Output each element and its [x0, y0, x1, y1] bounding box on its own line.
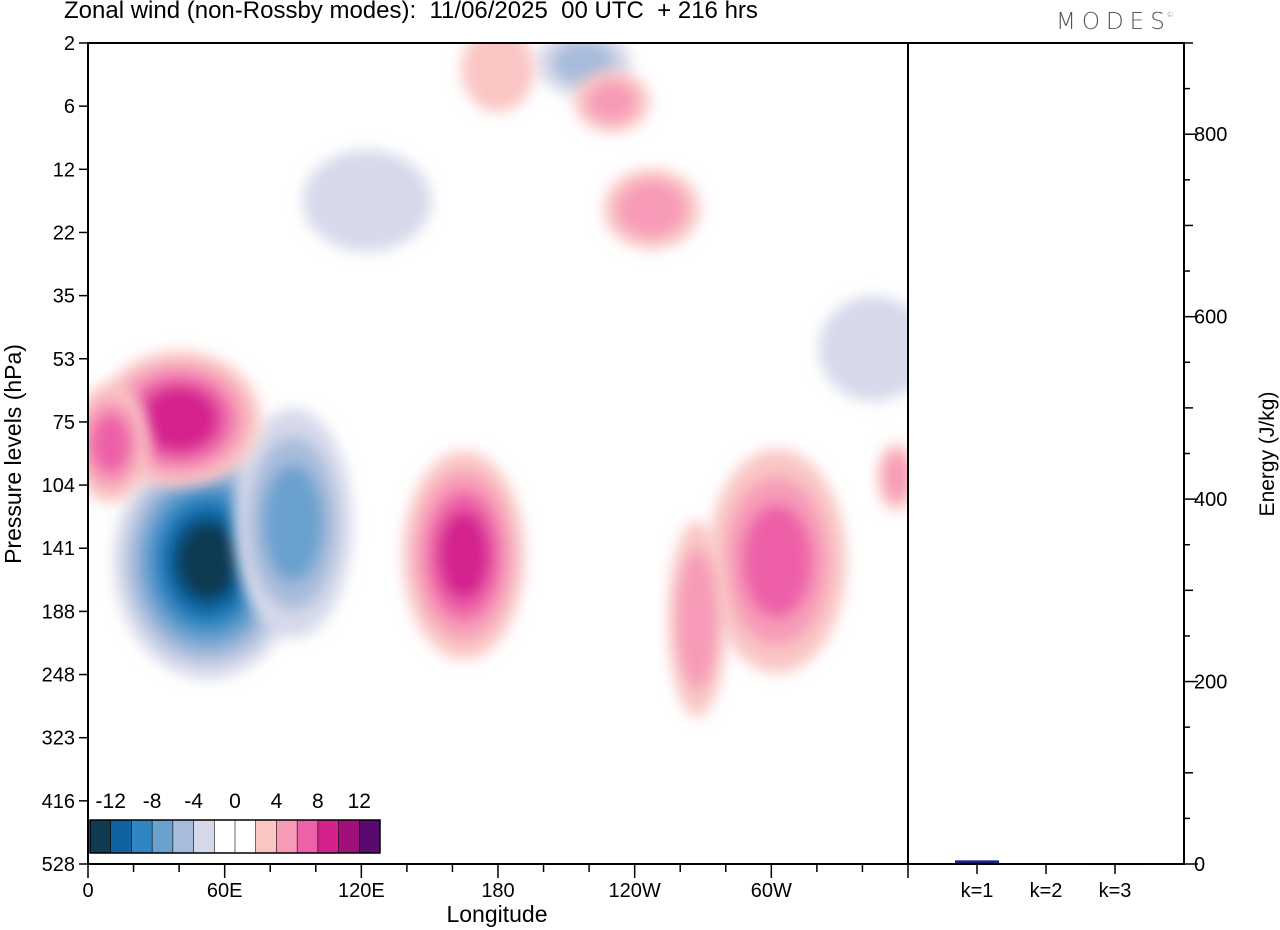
colorbar-swatch: [131, 820, 153, 853]
energy-bar: [955, 860, 999, 864]
energy-y-tick-label: 800: [1194, 124, 1227, 146]
x-tick-label: 0: [82, 880, 93, 902]
colorbar-legend: -12 -8 -4 0 4 8 12: [89, 790, 381, 854]
brand-text: MODES: [1056, 9, 1171, 35]
y-tick-label: 22: [53, 222, 75, 244]
energy-x-tick-label: k=3: [1099, 880, 1132, 902]
colorbar-swatch: [152, 820, 174, 853]
x-tick-label: 60W: [751, 880, 792, 902]
colorbar-tick-label: 8: [312, 790, 324, 813]
x-tick-label: 180: [481, 880, 514, 902]
wind-anomaly-feature: [233, 408, 353, 639]
colorbar-swatch: [276, 820, 298, 853]
y-tick-label: 2: [64, 33, 75, 55]
energy-bars: k=1 k=2 k=3: [955, 860, 1137, 902]
colorbar-tick-label: 4: [271, 790, 283, 813]
heatmap-plot: [88, 43, 908, 864]
colorbar-swatch: [338, 820, 360, 853]
wind-anomaly-feature: [668, 521, 727, 717]
energy-y-tick-label: 200: [1194, 672, 1227, 694]
y-axis: 2 6 12 22 35 53 75 104 141 188 248 323 416 528: [42, 33, 88, 876]
wind-anomaly-feature: [818, 296, 908, 402]
colorbar-swatch: [214, 820, 236, 853]
energy-bar-chart: k=1 k=2 k=3 0 200 400 600 800: [955, 42, 1227, 902]
energy-frame: [907, 42, 1185, 865]
colorbar-swatch: [235, 820, 257, 853]
colorbar-tick-label: -8: [143, 790, 162, 813]
y-tick-label: 528: [42, 854, 75, 876]
colorbar-tick-label: 0: [229, 790, 241, 813]
colorbar-swatch: [359, 820, 381, 853]
contour-band: [586, 80, 637, 123]
x-tick-label: 60E: [207, 880, 243, 902]
energy-y-axis: 0 200 400 600 800: [1184, 42, 1227, 876]
colorbar-swatch: [193, 820, 215, 853]
energy-x-tick-label: k=2: [1030, 880, 1063, 902]
energy-axis-label: Energy (J/kg): [1256, 392, 1279, 517]
contour-band: [818, 296, 908, 402]
y-tick-label: 104: [42, 475, 75, 497]
colorbar-swatch: [90, 820, 112, 853]
colorbar-tick-label: 12: [348, 790, 371, 813]
colorbar-swatch: [110, 820, 132, 853]
contour-band: [139, 386, 219, 453]
wind-anomaly-feature: [88, 384, 151, 503]
colorbar-swatch: [317, 820, 340, 853]
x-axis-label: Longitude: [446, 901, 547, 927]
y-tick-label: 416: [42, 791, 75, 813]
colorbar-tick-label: -12: [96, 790, 126, 813]
contour-band: [882, 452, 908, 502]
x-tick-label: 120W: [609, 880, 661, 902]
wind-anomaly-feature: [603, 168, 701, 250]
contour-band: [302, 150, 432, 252]
contour-band: [676, 549, 719, 690]
wind-anomaly-feature: [461, 43, 535, 112]
energy-y-tick-label: 600: [1194, 307, 1227, 329]
colorbar-swatch: [297, 820, 319, 853]
contour-band: [90, 413, 131, 474]
chart-title: Zonal wind (non-Rossby modes): 11/06/202…: [64, 0, 758, 24]
x-axis: 0 60E 120E 180 120W 60W: [82, 864, 909, 902]
y-tick-label: 6: [64, 96, 75, 118]
contour-band: [461, 43, 535, 112]
contour-band: [437, 510, 490, 600]
y-tick-label: 141: [42, 538, 75, 560]
wind-anomaly-feature: [403, 451, 525, 660]
contour-band: [176, 521, 240, 601]
colorbar-swatch: [172, 820, 195, 853]
y-tick-label: 53: [53, 349, 75, 371]
wind-anomaly-feature: [302, 150, 432, 252]
wind-anomaly-feature: [707, 449, 847, 673]
energy-y-tick-label: 400: [1194, 489, 1227, 511]
colorbar-tick-label: -4: [184, 790, 203, 813]
contour-band: [262, 464, 324, 582]
colorbar-swatch: [255, 820, 277, 853]
contour-band: [741, 503, 813, 619]
wind-anomaly-feature: [573, 70, 650, 133]
wind-anomaly-feature: [877, 443, 908, 511]
modes-logo: MODES©: [1056, 9, 1178, 35]
y-tick-label: 248: [42, 665, 75, 687]
y-axis-label: Pressure levels (hPa): [0, 344, 26, 564]
y-tick-label: 12: [53, 159, 75, 181]
energy-x-tick-label: k=1: [961, 880, 994, 902]
y-tick-label: 35: [53, 286, 75, 308]
contour-band: [616, 180, 687, 238]
energy-y-tick-label: 0: [1194, 854, 1205, 876]
y-tick-label: 75: [53, 412, 75, 434]
x-tick-label: 120E: [338, 880, 385, 902]
brand-mark: ©: [1166, 11, 1174, 19]
y-tick-label: 188: [42, 601, 75, 623]
heatmap-features: [88, 43, 908, 717]
y-tick-label: 323: [42, 728, 75, 750]
